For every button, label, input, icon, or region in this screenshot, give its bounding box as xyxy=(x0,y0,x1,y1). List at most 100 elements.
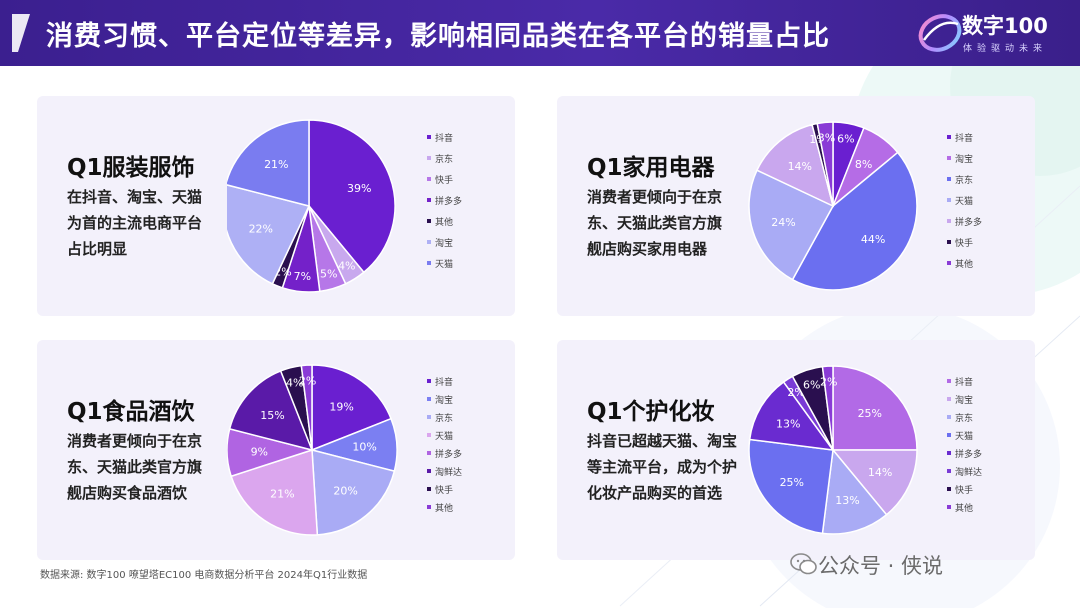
legend-label: 淘宝 xyxy=(435,237,453,249)
slice-value-label: 20% xyxy=(333,485,357,498)
pie-slice-淘鲜达 xyxy=(228,369,314,452)
pie-slice-淘宝 xyxy=(227,184,311,285)
legend-label: 拼多多 xyxy=(435,448,462,460)
legend-label: 京东 xyxy=(435,412,453,424)
legend-label: 其他 xyxy=(435,216,453,228)
brand-logo-icon xyxy=(918,14,962,52)
legend-swatch xyxy=(947,433,951,437)
slice-value-label: 13% xyxy=(835,494,859,507)
pie-slice-抖音 xyxy=(308,119,396,274)
pie-slice-天猫 xyxy=(227,119,310,207)
legend-swatch xyxy=(427,135,431,139)
watermark-text: 公众号 · 侠说 xyxy=(818,554,944,578)
legend-label: 快手 xyxy=(435,484,453,496)
pie-slice-京东 xyxy=(311,449,396,536)
legend-swatch xyxy=(427,379,431,383)
legend-label: 拼多多 xyxy=(955,216,982,228)
legend-label: 淘鲜达 xyxy=(955,466,982,478)
card-description: 在抖音、淘宝、天猫 为首的主流电商平台 占比明显 xyxy=(67,184,227,262)
legend-swatch xyxy=(947,156,951,160)
legend-swatch xyxy=(427,156,431,160)
slice-value-label: 4% xyxy=(338,260,355,273)
pie-slice-京东 xyxy=(791,151,918,291)
slice-value-label: 7% xyxy=(294,270,311,283)
pie-slice-其他 xyxy=(821,365,834,451)
card-description-line: 占比明显 xyxy=(67,240,128,258)
legend-label: 天猫 xyxy=(955,430,973,442)
card-description-line: 抖音已超越天猫、淘宝 xyxy=(587,432,738,450)
legend-label: 抖音 xyxy=(435,132,453,144)
slice-value-label: 15% xyxy=(260,409,284,422)
brand-name: 数字100 xyxy=(962,14,1048,38)
pie-slice-拼多多 xyxy=(748,380,835,451)
card-description-line: 等主流平台，成为个护 xyxy=(587,458,738,476)
legend-label: 快手 xyxy=(435,174,453,186)
legend-swatch xyxy=(427,451,431,455)
legend-label: 抖音 xyxy=(955,376,973,388)
slice-value-label: 13% xyxy=(776,418,800,431)
legend-swatch xyxy=(947,469,951,473)
legend-label: 淘鲜达 xyxy=(435,466,462,478)
legend-label: 天猫 xyxy=(435,258,453,270)
card-title: Q1家用电器 xyxy=(587,155,715,181)
legend-swatch xyxy=(947,505,951,509)
legend-swatch xyxy=(427,219,431,223)
legend-swatch xyxy=(427,433,431,437)
wechat-icon xyxy=(790,553,817,575)
pie-slice-淘宝 xyxy=(831,449,918,516)
pie-slice-抖音 xyxy=(832,365,918,451)
page-title: 消费习惯、平台定位等差异，影响相同品类在各平台的销量占比 xyxy=(46,21,830,52)
legend-swatch xyxy=(427,469,431,473)
slice-value-label: 25% xyxy=(780,476,804,489)
legend-label: 拼多多 xyxy=(955,448,982,460)
header-deco-icon xyxy=(12,14,30,52)
brand-slogan: 体验驱动未来 xyxy=(963,44,1048,54)
slice-value-label: 6% xyxy=(837,132,854,145)
legend-swatch xyxy=(947,198,951,202)
pie-slice-拼多多 xyxy=(755,123,835,208)
slice-value-label: 25% xyxy=(858,407,882,420)
pie-slice-抖音 xyxy=(311,364,393,452)
legend-swatch xyxy=(427,240,431,244)
card-apparel: Q1服装服饰 在抖音、淘宝、天猫 为首的主流电商平台 占比明显 39% 4% 5% 7… xyxy=(37,96,515,316)
card-description-line: 化妆产品购买的首选 xyxy=(587,484,723,502)
slice-value-label: 10% xyxy=(352,441,376,454)
legend-label: 天猫 xyxy=(435,430,453,442)
legend-swatch xyxy=(427,415,431,419)
slice-value-label: 5% xyxy=(320,268,337,281)
card-title: Q1服装服饰 xyxy=(67,155,195,181)
legend-swatch xyxy=(427,487,431,491)
pie-slice-天猫 xyxy=(748,438,834,535)
slice-value-label: 22% xyxy=(249,223,273,236)
legend-label: 拼多多 xyxy=(435,195,462,207)
slice-value-label: 24% xyxy=(771,216,795,229)
data-source-note: 数据来源: 数字100 嘹望塔EC100 电商数据分析平台 2024年Q1行业数… xyxy=(40,570,368,581)
pie-slice-天猫 xyxy=(230,448,319,536)
card-title: Q1食品酒饮 xyxy=(67,399,195,425)
card-food-beverage: Q1食品酒饮 消费者更倾向于在京 东、天猫此类官方旗 舰店购买食品酒饮 19% 1… xyxy=(37,340,515,560)
legend-label: 淘宝 xyxy=(955,153,973,165)
card-description-line: 为首的主流电商平台 xyxy=(67,214,203,232)
legend-label: 京东 xyxy=(435,153,453,165)
slice-value-label: 9% xyxy=(251,446,268,459)
header-bar: 消费习惯、平台定位等差异，影响相同品类在各平台的销量占比 数字100 体验驱动未… xyxy=(0,0,1080,66)
legend-swatch xyxy=(947,135,951,139)
slice-value-label: 8% xyxy=(855,158,872,171)
legend-label: 抖音 xyxy=(955,132,973,144)
legend-label: 淘宝 xyxy=(955,394,973,406)
slice-value-label: 21% xyxy=(264,158,288,171)
card-description-line: 舰店购买家用电器 xyxy=(587,240,708,258)
card-description-line: 舰店购买食品酒饮 xyxy=(67,484,188,502)
card-description-line: 东、天猫此类官方旗 xyxy=(67,458,203,476)
card-personal-care: Q1个护化妆 抖音已超越天猫、淘宝 等主流平台，成为个护 化妆产品购买的首选 2… xyxy=(557,340,1035,560)
legend-label: 天猫 xyxy=(955,195,973,207)
slice-value-label: 21% xyxy=(270,488,294,501)
card-description: 消费者更倾向于在京 东、天猫此类官方旗 舰店购买家用电器 xyxy=(587,184,747,262)
legend-label: 京东 xyxy=(955,412,973,424)
legend-swatch xyxy=(947,415,951,419)
legend-swatch xyxy=(947,451,951,455)
pie-slice-京东 xyxy=(821,448,888,535)
